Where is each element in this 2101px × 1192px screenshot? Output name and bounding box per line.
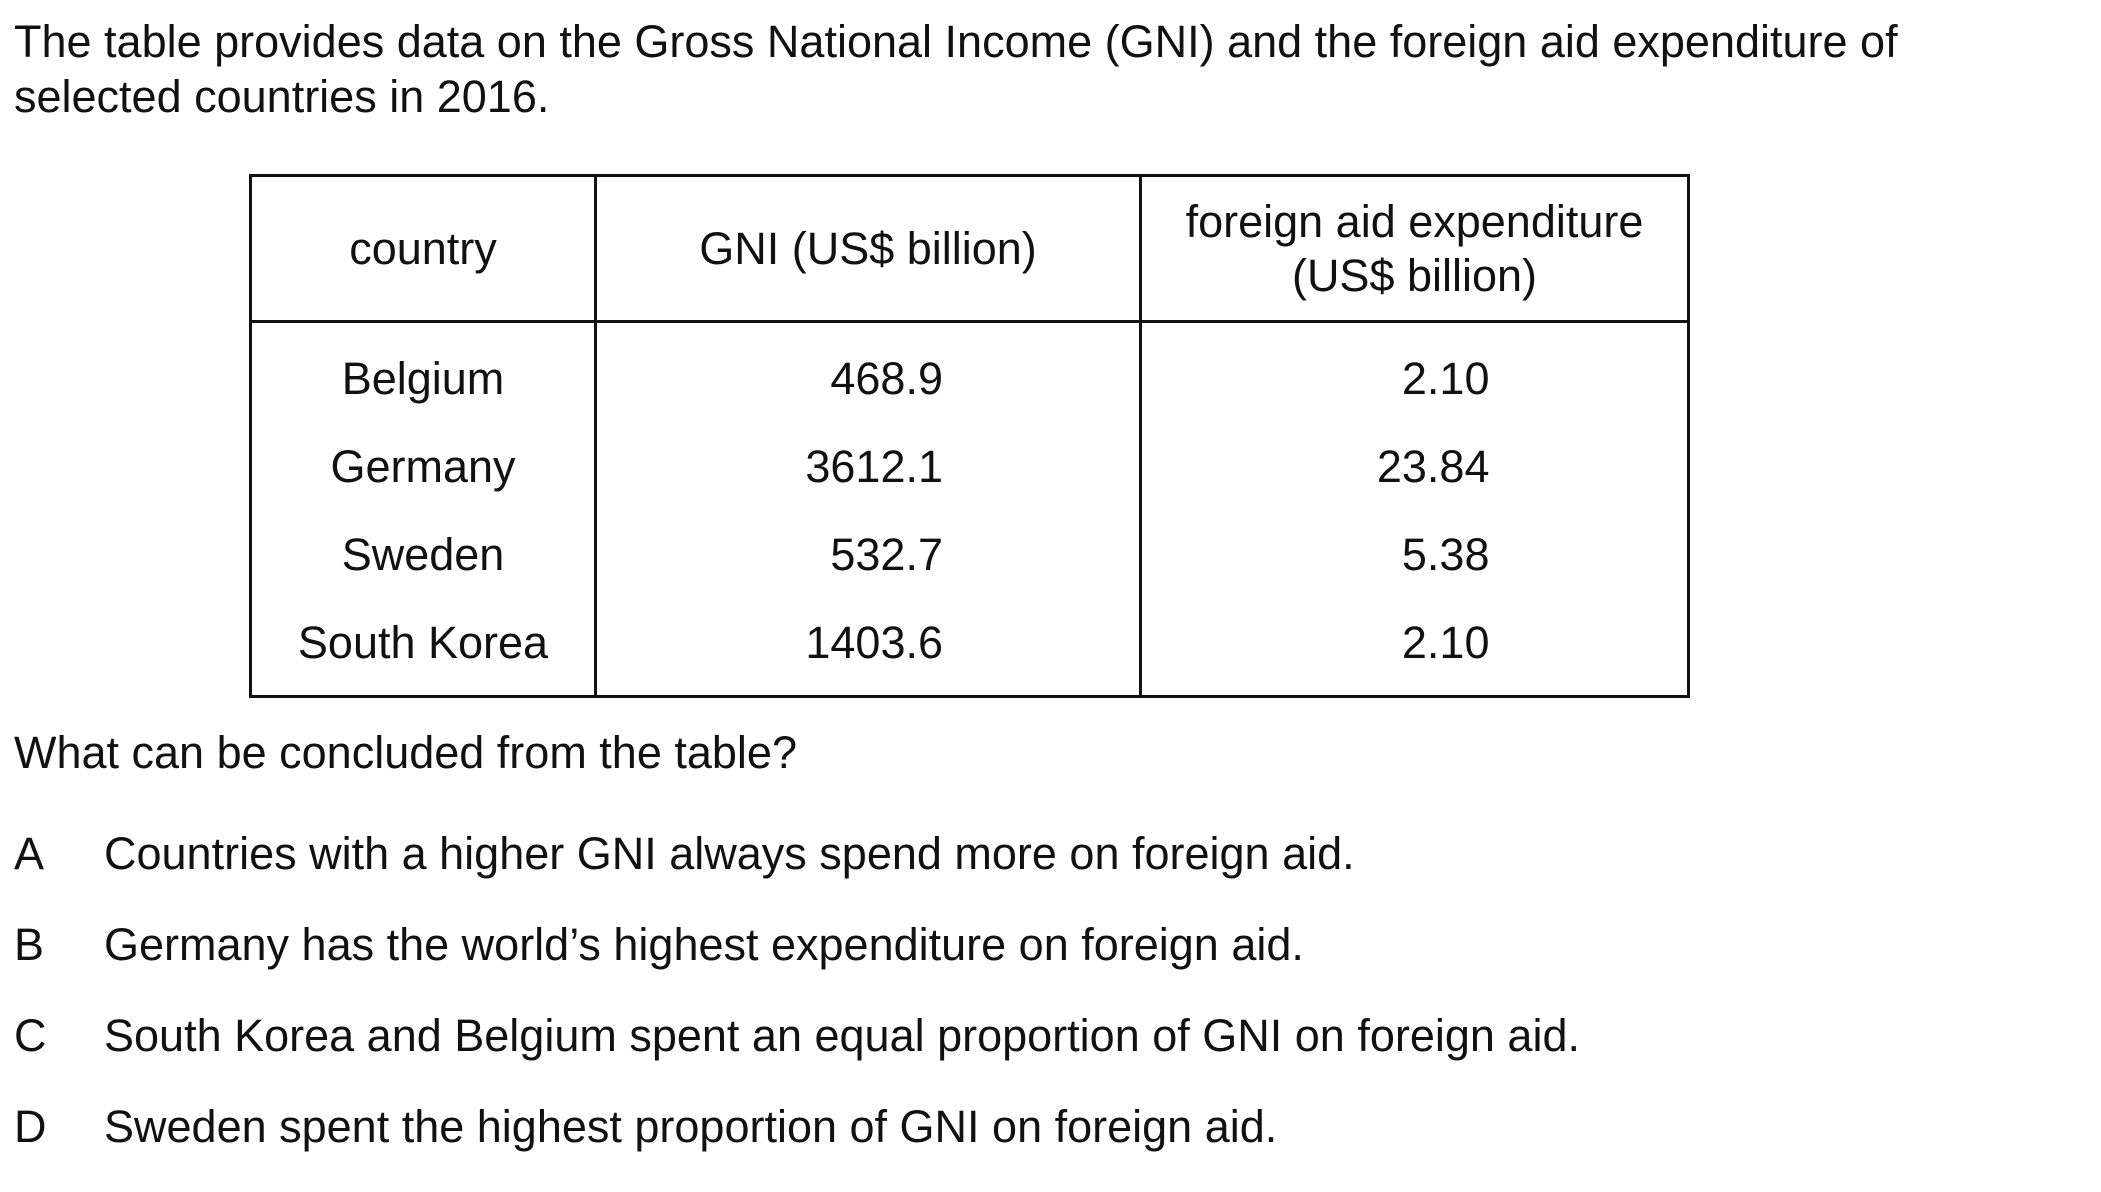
option-text: Germany has the world’s highest expendit… [104, 919, 1304, 970]
option-text: South Korea and Belgium spent an equal p… [104, 1010, 1580, 1061]
cell-country: Sweden [249, 511, 597, 599]
table-row: South Korea 1403.6 2.10 [249, 599, 1690, 697]
cell-aid: 23.84 [1139, 423, 1690, 511]
header-country: country [249, 174, 597, 323]
option-text: Sweden spent the highest proportion of G… [104, 1101, 1278, 1152]
cell-gni: 1403.6 [594, 599, 1142, 697]
header-gni: GNI (US$ billion) [594, 174, 1142, 323]
header-aid: foreign aid expenditure (US$ billion) [1139, 174, 1690, 323]
option-letter: A [14, 828, 45, 879]
option-letter: C [14, 1010, 47, 1061]
cell-country: South Korea [249, 599, 597, 697]
cell-gni: 468.9 [594, 321, 1142, 423]
cell-aid: 5.38 [1139, 511, 1690, 599]
answer-options: A Countries with a higher GNI always spe… [14, 828, 1580, 1192]
option-letter: D [14, 1101, 47, 1152]
cell-aid: 2.10 [1139, 599, 1690, 697]
question-text: What can be concluded from the table? [14, 727, 797, 778]
cell-country: Belgium [249, 321, 597, 423]
cell-aid: 2.10 [1139, 321, 1690, 423]
option-b[interactable]: B Germany has the world’s highest expend… [14, 919, 1580, 1010]
option-d[interactable]: D Sweden spent the highest proportion of… [14, 1101, 1580, 1192]
cell-gni: 3612.1 [594, 423, 1142, 511]
option-letter: B [14, 919, 45, 970]
table-row: Sweden 532.7 5.38 [249, 511, 1690, 599]
table-header-row: country GNI (US$ billion) foreign aid ex… [249, 174, 1690, 323]
data-table: country GNI (US$ billion) foreign aid ex… [249, 174, 1690, 698]
option-c[interactable]: C South Korea and Belgium spent an equal… [14, 1010, 1580, 1101]
option-a[interactable]: A Countries with a higher GNI always spe… [14, 828, 1580, 919]
table-row: Germany 3612.1 23.84 [249, 423, 1690, 511]
cell-gni: 532.7 [594, 511, 1142, 599]
option-text: Countries with a higher GNI always spend… [104, 828, 1355, 879]
intro-text: The table provides data on the Gross Nat… [14, 16, 1898, 122]
table-row: Belgium 468.9 2.10 [249, 321, 1690, 423]
cell-country: Germany [249, 423, 597, 511]
